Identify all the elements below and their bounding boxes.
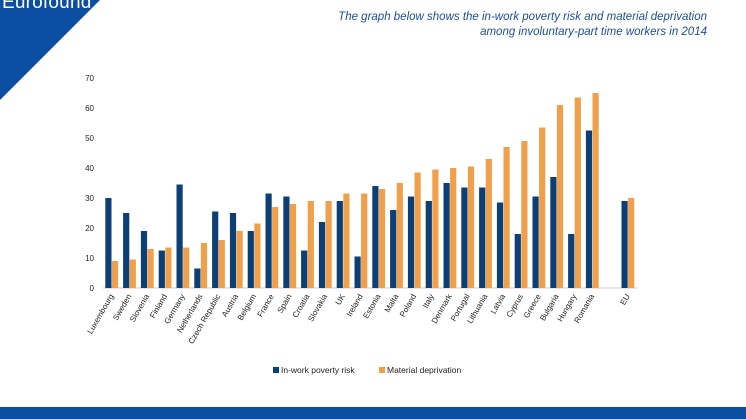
- bar-material-deprivation: [165, 247, 172, 288]
- bar-in-work-poverty: [123, 213, 130, 288]
- y-tick-label: 10: [85, 254, 94, 263]
- bar-in-work-poverty: [390, 210, 397, 288]
- bar-in-work-poverty: [336, 201, 343, 288]
- bar-material-deprivation: [396, 183, 403, 288]
- bar-in-work-poverty: [176, 184, 183, 288]
- x-axis-labels: LuxembourgSwedenSloveniaFinlandGermanyNe…: [86, 292, 632, 346]
- x-category-label: Poland: [398, 293, 418, 319]
- bar-material-deprivation: [378, 189, 386, 288]
- bar-material-deprivation: [272, 207, 279, 288]
- bar-in-work-poverty: [105, 198, 112, 288]
- x-category-label: Malta: [383, 292, 401, 314]
- legend-label: Material deprivation: [387, 365, 461, 375]
- bar-in-work-poverty: [140, 231, 148, 288]
- brand-corner-banner: [0, 0, 100, 100]
- bar-material-deprivation: [485, 159, 492, 288]
- bar-in-work-poverty: [514, 234, 521, 288]
- y-tick-label: 30: [85, 194, 94, 203]
- bar-in-work-poverty: [247, 231, 254, 288]
- bar-in-work-poverty: [496, 202, 504, 288]
- legend-swatch: [273, 367, 279, 373]
- x-category-label: France: [256, 292, 277, 319]
- bar-in-work-poverty: [621, 201, 628, 288]
- bar-material-deprivation: [414, 172, 421, 288]
- y-axis-labels: 0 10 20 30 40 50 60 70: [85, 74, 94, 293]
- y-tick-label: 60: [85, 104, 94, 113]
- y-tick-label: 70: [85, 74, 94, 83]
- bar-material-deprivation: [218, 240, 225, 288]
- bar-material-deprivation: [236, 231, 243, 288]
- bar-in-work-poverty: [283, 196, 290, 288]
- bar-in-work-poverty: [479, 187, 486, 288]
- bar-material-deprivation: [183, 247, 190, 288]
- bar-material-deprivation: [307, 201, 314, 288]
- bar-material-deprivation: [467, 166, 475, 288]
- y-tick-label: 50: [85, 134, 94, 143]
- bar-material-deprivation: [574, 97, 581, 288]
- x-category-label: UK: [334, 292, 348, 307]
- bar-material-deprivation: [556, 105, 564, 288]
- bar-in-work-poverty: [443, 183, 450, 288]
- bar-in-work-poverty: [568, 234, 575, 288]
- legend-label: In-work poverty risk: [281, 365, 355, 375]
- bar-material-deprivation: [521, 141, 528, 288]
- bar-material-deprivation: [361, 193, 368, 288]
- bar-material-deprivation: [450, 168, 457, 288]
- bar-material-deprivation: [432, 169, 439, 288]
- bar-in-work-poverty: [265, 193, 272, 288]
- bar-in-work-poverty: [407, 196, 415, 288]
- x-category-label: Estonia: [361, 292, 382, 320]
- bar-material-deprivation: [592, 93, 599, 288]
- bar-material-deprivation: [503, 147, 510, 288]
- bar-material-deprivation: [343, 193, 350, 288]
- bar-in-work-poverty: [158, 250, 165, 288]
- bar-in-work-poverty: [212, 211, 219, 288]
- bar-material-deprivation: [539, 127, 546, 288]
- bar-material-deprivation: [254, 223, 261, 288]
- bar-in-work-poverty: [318, 222, 326, 288]
- bar-material-deprivation: [289, 204, 297, 288]
- bar-material-deprivation: [111, 261, 119, 288]
- bar-in-work-poverty: [532, 196, 539, 288]
- y-tick-label: 0: [90, 284, 95, 293]
- bar-chart: 0 10 20 30 40 50 60 70 LuxembourgSwedenSlovenia…: [85, 74, 637, 375]
- bar-marks: [105, 93, 635, 288]
- footer-bar: [0, 407, 746, 419]
- bar-in-work-poverty: [372, 186, 379, 288]
- bar-in-work-poverty: [550, 177, 557, 288]
- x-category-label: EU: [618, 292, 631, 306]
- bar-material-deprivation: [129, 259, 136, 288]
- bar-in-work-poverty: [229, 213, 237, 288]
- bar-in-work-poverty: [301, 250, 308, 288]
- chart-legend: In-work poverty risk Material deprivation: [273, 365, 461, 375]
- y-tick-label: 20: [85, 224, 94, 233]
- bar-in-work-poverty: [585, 130, 593, 288]
- bar-material-deprivation: [628, 198, 635, 288]
- x-category-label: Italy: [421, 293, 436, 310]
- x-category-label: Spain: [276, 293, 294, 315]
- bar-in-work-poverty: [354, 256, 361, 288]
- bar-in-work-poverty: [461, 187, 468, 288]
- bar-material-deprivation: [325, 201, 332, 288]
- caption-line-1: The graph below shows the in-work povert…: [338, 11, 707, 23]
- x-category-label: Luxembourg: [86, 293, 116, 336]
- x-category-label: Latvia: [489, 292, 508, 315]
- bar-material-deprivation: [200, 243, 208, 288]
- legend-swatch: [379, 367, 385, 373]
- bar-in-work-poverty: [425, 201, 432, 288]
- chart-caption: The graph below shows the in-work povert…: [247, 10, 707, 40]
- caption-line-2: among involuntary-part time workers in 2…: [480, 26, 707, 38]
- brand-logo-text: Eurofound: [2, 0, 92, 13]
- bar-material-deprivation: [147, 249, 154, 288]
- bar-in-work-poverty: [194, 268, 201, 288]
- y-tick-label: 40: [85, 164, 94, 173]
